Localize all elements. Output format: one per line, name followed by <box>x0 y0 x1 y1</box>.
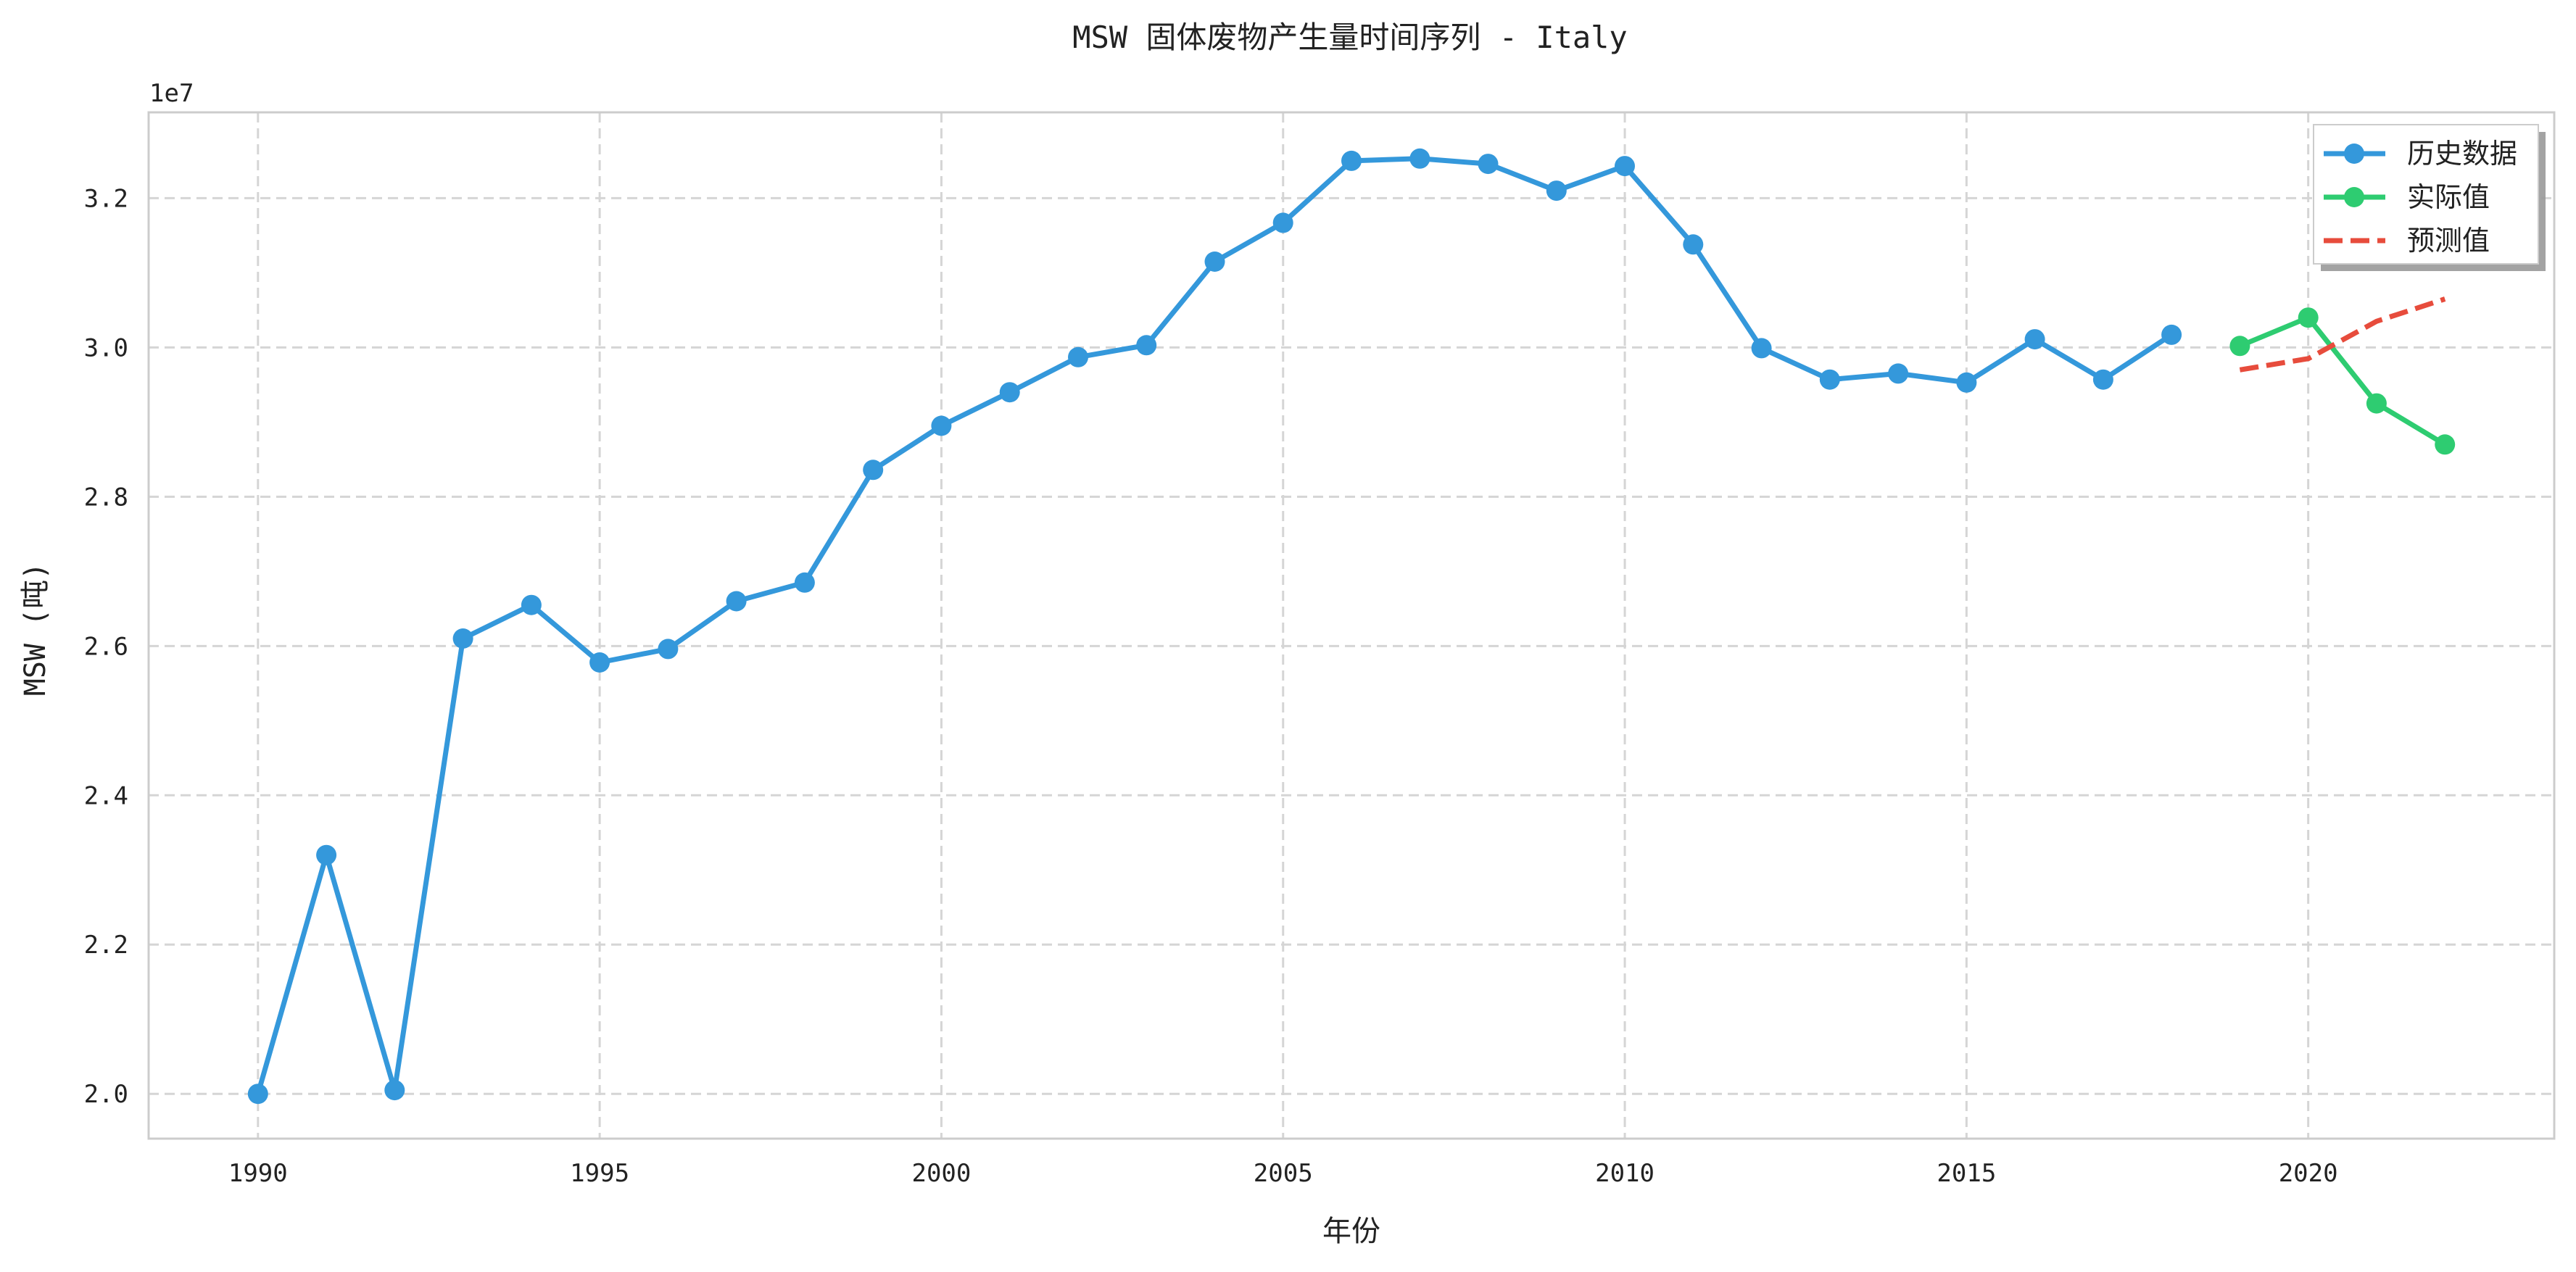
series-layer <box>247 148 2456 1105</box>
data-point <box>2366 393 2387 414</box>
data-point <box>1409 148 1430 169</box>
grid-layer <box>149 112 2554 1139</box>
series-line <box>2237 315 2448 447</box>
legend-label: 实际值 <box>2407 181 2490 213</box>
data-point <box>316 844 337 865</box>
data-point <box>1068 346 1088 367</box>
legend-item: 历史数据 <box>2324 138 2517 170</box>
legend-label: 预测值 <box>2407 225 2490 257</box>
x-tick-label: 1995 <box>570 1159 629 1188</box>
data-point <box>2161 324 2182 345</box>
x-tick-label: 1990 <box>228 1159 288 1188</box>
data-point <box>931 415 952 436</box>
data-point <box>2298 307 2319 328</box>
y-axis-label: MSW (吨) <box>19 562 52 697</box>
x-tick-label: 2010 <box>1595 1159 1654 1188</box>
data-point <box>1546 180 1567 201</box>
legend-swatch-marker <box>2344 144 2364 164</box>
x-tick-label: 2005 <box>1254 1159 1313 1188</box>
data-point <box>1819 369 1840 390</box>
tick-layer: 1990 1995 2000 2005 2010 2015 2020 2.0 2.2 2.4 2.6… <box>84 184 2338 1188</box>
data-point <box>2024 329 2045 350</box>
y-tick-label: 2.0 <box>84 1080 128 1109</box>
data-point <box>794 572 815 593</box>
chart-title: MSW 固体废物产生量时间序列 - Italy <box>1072 20 1627 55</box>
data-point <box>1341 150 1362 171</box>
data-point <box>999 382 1020 403</box>
data-point <box>1683 234 1704 255</box>
data-point <box>2435 434 2456 455</box>
y-tick-label: 2.2 <box>84 931 128 960</box>
data-point <box>863 460 884 481</box>
legend-label: 历史数据 <box>2407 138 2517 170</box>
data-point <box>1751 338 1772 359</box>
legend-swatch-marker <box>2344 187 2364 207</box>
y-tick-label: 3.0 <box>84 333 128 362</box>
data-point <box>1888 363 1909 384</box>
data-point <box>1478 154 1499 175</box>
x-tick-label: 2000 <box>911 1159 971 1188</box>
data-point <box>1956 372 1977 393</box>
y-offset-label: 1e7 <box>149 79 194 108</box>
data-point <box>2092 369 2113 390</box>
data-point <box>1204 252 1225 272</box>
data-point <box>2229 336 2250 357</box>
series-group <box>2229 307 2456 455</box>
data-point <box>384 1080 405 1101</box>
series-line <box>2239 296 2446 373</box>
data-point <box>1615 156 1635 177</box>
series-group <box>2239 296 2446 373</box>
data-point <box>589 652 610 673</box>
data-point <box>521 594 542 615</box>
data-point <box>452 628 473 649</box>
y-tick-label: 2.4 <box>84 781 128 810</box>
x-tick-label: 2015 <box>1937 1159 1996 1188</box>
x-axis-label: 年份 <box>1322 1215 1380 1248</box>
legend-item: 预测值 <box>2324 225 2490 257</box>
legend-item: 实际值 <box>2324 181 2490 213</box>
data-point <box>1136 335 1157 356</box>
data-point <box>1272 212 1293 233</box>
y-tick-label: 2.8 <box>84 483 128 512</box>
data-point <box>247 1084 268 1105</box>
x-tick-label: 2020 <box>2279 1159 2338 1188</box>
y-tick-label: 3.2 <box>84 184 128 213</box>
plot-frame <box>147 111 2556 1140</box>
data-point <box>726 591 747 612</box>
y-tick-label: 2.6 <box>84 632 128 661</box>
data-point <box>658 639 679 660</box>
series-group <box>247 148 2182 1105</box>
